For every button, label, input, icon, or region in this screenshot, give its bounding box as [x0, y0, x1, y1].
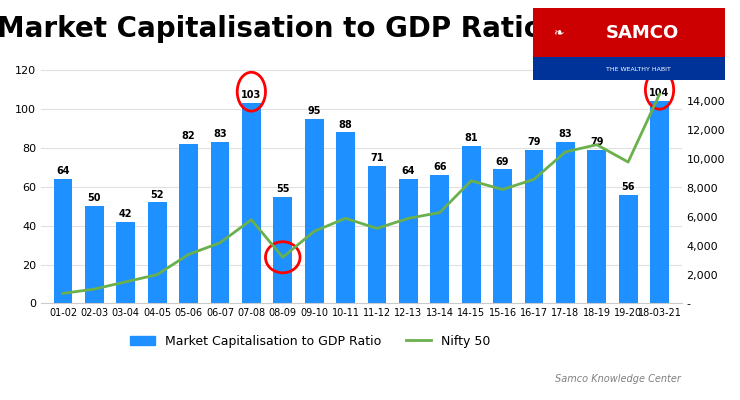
Text: 79: 79 — [527, 137, 541, 147]
Bar — [368, 166, 386, 304]
Text: 79: 79 — [590, 137, 604, 147]
Title: Market Capitalisation to GDP Ratio Vs Nifty 50: Market Capitalisation to GDP Ratio Vs Ni… — [0, 15, 725, 43]
FancyBboxPatch shape — [533, 57, 725, 80]
Text: 104: 104 — [650, 88, 670, 98]
Bar — [588, 150, 606, 304]
Bar — [336, 132, 355, 304]
Bar — [211, 142, 229, 304]
Text: 95: 95 — [307, 106, 321, 116]
Bar — [493, 170, 512, 304]
Text: 52: 52 — [150, 190, 164, 200]
Text: 69: 69 — [496, 156, 509, 166]
Bar — [148, 202, 166, 304]
Text: 71: 71 — [370, 153, 384, 163]
Text: 55: 55 — [276, 184, 289, 194]
Bar — [116, 222, 135, 304]
Bar — [650, 102, 669, 304]
Bar — [85, 206, 104, 304]
Bar — [462, 146, 480, 304]
Text: 56: 56 — [622, 182, 635, 192]
Bar — [399, 179, 418, 304]
Text: ❧: ❧ — [553, 27, 563, 40]
Text: SAMCO: SAMCO — [606, 24, 679, 42]
Bar — [619, 195, 638, 304]
Text: 88: 88 — [339, 120, 352, 130]
Bar — [53, 179, 73, 304]
Text: 42: 42 — [119, 209, 132, 219]
Bar — [179, 144, 198, 304]
Bar — [556, 142, 575, 304]
Bar — [305, 119, 323, 304]
Bar — [242, 103, 260, 304]
Text: 82: 82 — [182, 131, 195, 141]
Text: Samco Knowledge Center: Samco Knowledge Center — [555, 374, 681, 384]
Text: 64: 64 — [402, 166, 415, 176]
Text: 103: 103 — [241, 90, 261, 100]
Text: 66: 66 — [433, 162, 446, 172]
Text: 50: 50 — [87, 194, 101, 204]
Bar — [273, 197, 292, 304]
Bar — [431, 175, 449, 304]
Text: THE WEALTHY HABIT: THE WEALTHY HABIT — [606, 67, 671, 72]
Text: 64: 64 — [56, 166, 70, 176]
Legend: Market Capitalisation to GDP Ratio, Nifty 50: Market Capitalisation to GDP Ratio, Nift… — [125, 330, 495, 353]
Text: 83: 83 — [559, 129, 572, 139]
Text: 81: 81 — [464, 133, 478, 143]
Bar — [525, 150, 543, 304]
FancyBboxPatch shape — [533, 8, 725, 58]
Text: 83: 83 — [213, 129, 226, 139]
